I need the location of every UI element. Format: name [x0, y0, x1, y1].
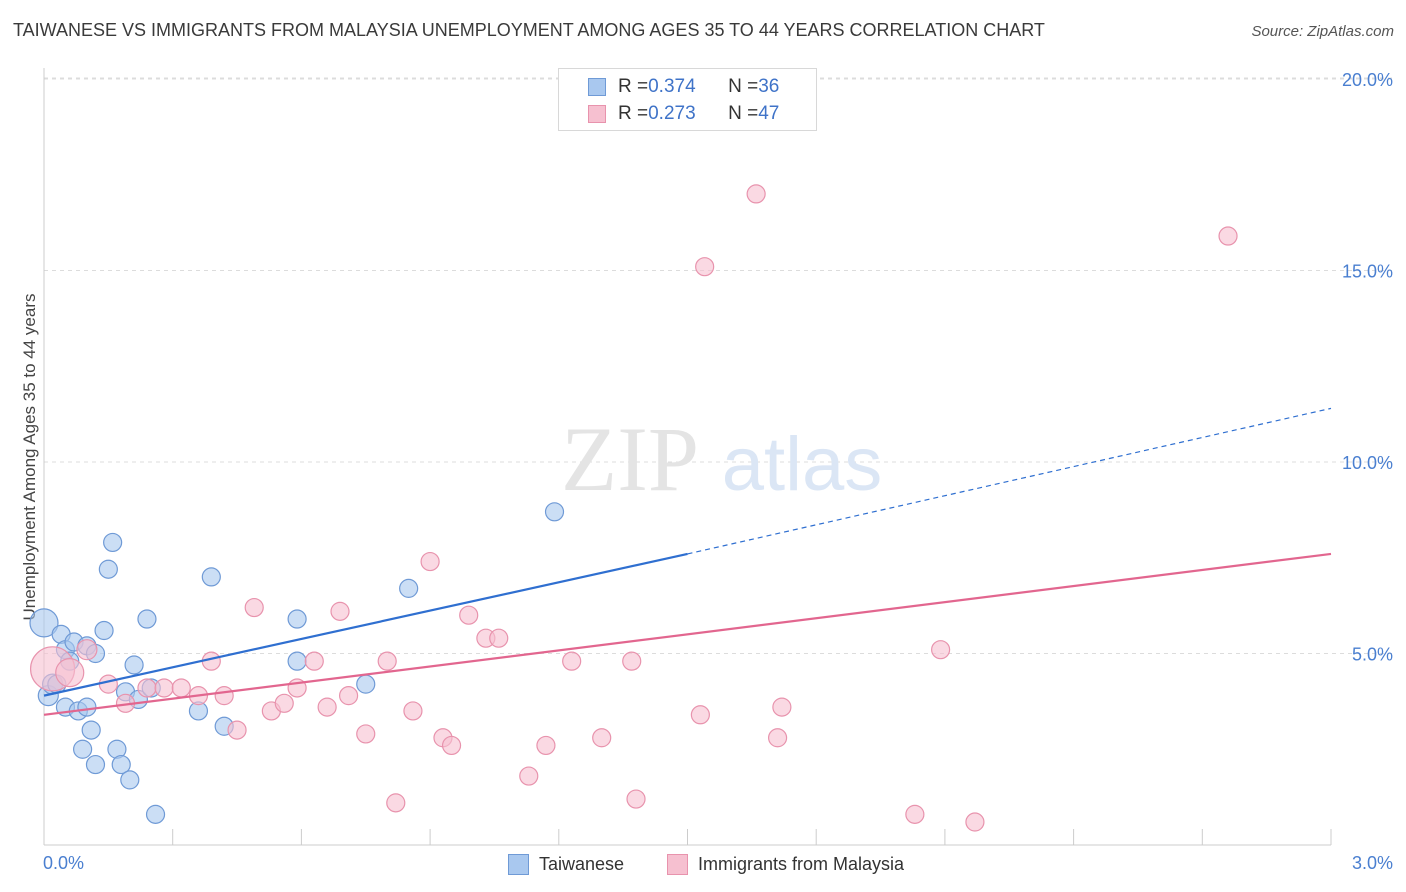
correlation-legend: R = 0.374 N = 36 R = 0.273 N = 47	[558, 68, 817, 131]
y-tick-label: 5.0%	[1352, 645, 1393, 665]
malaysia-point	[214, 686, 234, 706]
taiwanese-point	[81, 720, 101, 740]
malaysia-point	[622, 651, 642, 671]
malaysia-point	[317, 697, 337, 717]
watermark-atlas: atlas	[722, 422, 883, 507]
watermark: ZIP atlas	[561, 408, 882, 510]
malaysia-point	[695, 257, 715, 277]
x-tick-label: 3.0%	[1352, 853, 1393, 873]
malaysia-point	[55, 658, 85, 688]
legend-swatch-taiwanese	[588, 78, 606, 96]
taiwanese-point	[94, 620, 114, 641]
malaysia-point	[562, 651, 582, 671]
malaysia-point	[377, 651, 397, 671]
malaysia-point	[244, 597, 264, 618]
legend-r-value: 0.273	[648, 103, 696, 124]
taiwanese-point	[356, 674, 376, 694]
taiwanese-points	[29, 502, 565, 824]
malaysia-point	[746, 184, 766, 204]
malaysia-point	[137, 678, 157, 698]
malaysia-point	[98, 674, 118, 694]
chart-title: TAIWANESE VS IMMIGRANTS FROM MALAYSIA UN…	[13, 20, 1045, 40]
y-tick-label: 20.0%	[1342, 70, 1393, 90]
taiwanese-point	[77, 697, 97, 717]
bottom-legend-label-malaysia: Immigrants from Malaysia	[698, 853, 905, 874]
malaysia-point	[965, 812, 985, 832]
malaysia-point	[772, 697, 792, 717]
taiwanese-point	[111, 754, 131, 775]
y-tick-label: 10.0%	[1342, 453, 1393, 473]
legend-r-value: 0.374	[648, 76, 696, 97]
bottom-legend-taiwanese: Taiwanese	[508, 851, 624, 877]
trend-lines	[43, 407, 1332, 716]
taiwanese-point	[98, 559, 118, 579]
taiwanese-point	[201, 567, 221, 587]
source-label: Source: ZipAtlas.com	[1251, 23, 1394, 40]
legend-row-taiwanese: R = 0.374 N = 36	[559, 75, 779, 99]
gridlines	[44, 77, 1395, 654]
malaysia-point	[420, 551, 440, 572]
malaysia-point	[304, 651, 324, 671]
malaysia-point	[690, 705, 710, 725]
malaysia-points	[29, 184, 1238, 832]
malaysia-point	[356, 724, 376, 744]
tick-labels: 5.0% 10.0% 15.0% 20.0% 0.0% 3.0%	[43, 70, 1393, 873]
taiwanese-point	[124, 655, 144, 675]
malaysia-point	[931, 640, 951, 660]
taiwanese-point	[120, 770, 140, 790]
legend-n-label: N =	[728, 103, 759, 124]
taiwanese-point	[137, 609, 157, 629]
malaysia-point	[905, 804, 925, 824]
x-tick-label: 0.0%	[43, 853, 84, 873]
malaysia-point	[227, 720, 247, 740]
malaysia-point	[338, 686, 359, 706]
malaysia-point	[386, 793, 406, 813]
malaysia-point	[441, 735, 462, 756]
taiwanese-trend-extension	[687, 407, 1332, 555]
legend-r-label: R =	[618, 103, 649, 124]
bottom-legend-swatch-taiwanese	[508, 853, 529, 875]
bottom-legend-malaysia: Immigrants from Malaysia	[667, 851, 904, 877]
malaysia-point	[76, 639, 98, 661]
taiwanese-point	[73, 739, 93, 759]
taiwanese-point	[85, 754, 106, 775]
malaysia-trend-line	[43, 552, 1332, 716]
legend-n-value: 47	[758, 103, 780, 124]
taiwanese-point	[145, 804, 166, 824]
malaysia-point	[459, 605, 479, 625]
malaysia-point	[171, 678, 191, 698]
malaysia-point	[489, 628, 509, 648]
taiwanese-point	[287, 609, 307, 629]
malaysia-point	[403, 701, 423, 721]
axes	[43, 68, 1332, 846]
taiwanese-point	[287, 651, 307, 671]
malaysia-point	[767, 728, 788, 748]
legend-row-malaysia: R = 0.273 N = 47	[559, 102, 779, 126]
y-tick-label: 15.0%	[1342, 262, 1393, 282]
legend-swatch-malaysia	[588, 105, 606, 123]
legend-n-label: N =	[728, 76, 759, 97]
malaysia-point	[592, 728, 612, 748]
malaysia-point	[1218, 226, 1238, 246]
taiwanese-point	[544, 502, 565, 522]
legend-n-value: 36	[758, 76, 780, 97]
malaysia-point	[519, 766, 539, 786]
malaysia-point	[536, 735, 556, 756]
malaysia-point	[330, 601, 350, 621]
taiwanese-point	[399, 578, 419, 598]
bottom-legend-swatch-malaysia	[667, 853, 688, 875]
taiwanese-point	[103, 532, 123, 553]
malaysia-point	[154, 678, 174, 698]
watermark-zip: ZIP	[561, 408, 699, 510]
bottom-legend-label-taiwanese: Taiwanese	[539, 853, 625, 874]
taiwanese-point	[29, 608, 59, 638]
malaysia-point	[626, 789, 646, 809]
legend-r-label: R =	[618, 76, 649, 97]
taiwanese-trend-line	[43, 552, 688, 697]
malaysia-point	[274, 693, 294, 713]
